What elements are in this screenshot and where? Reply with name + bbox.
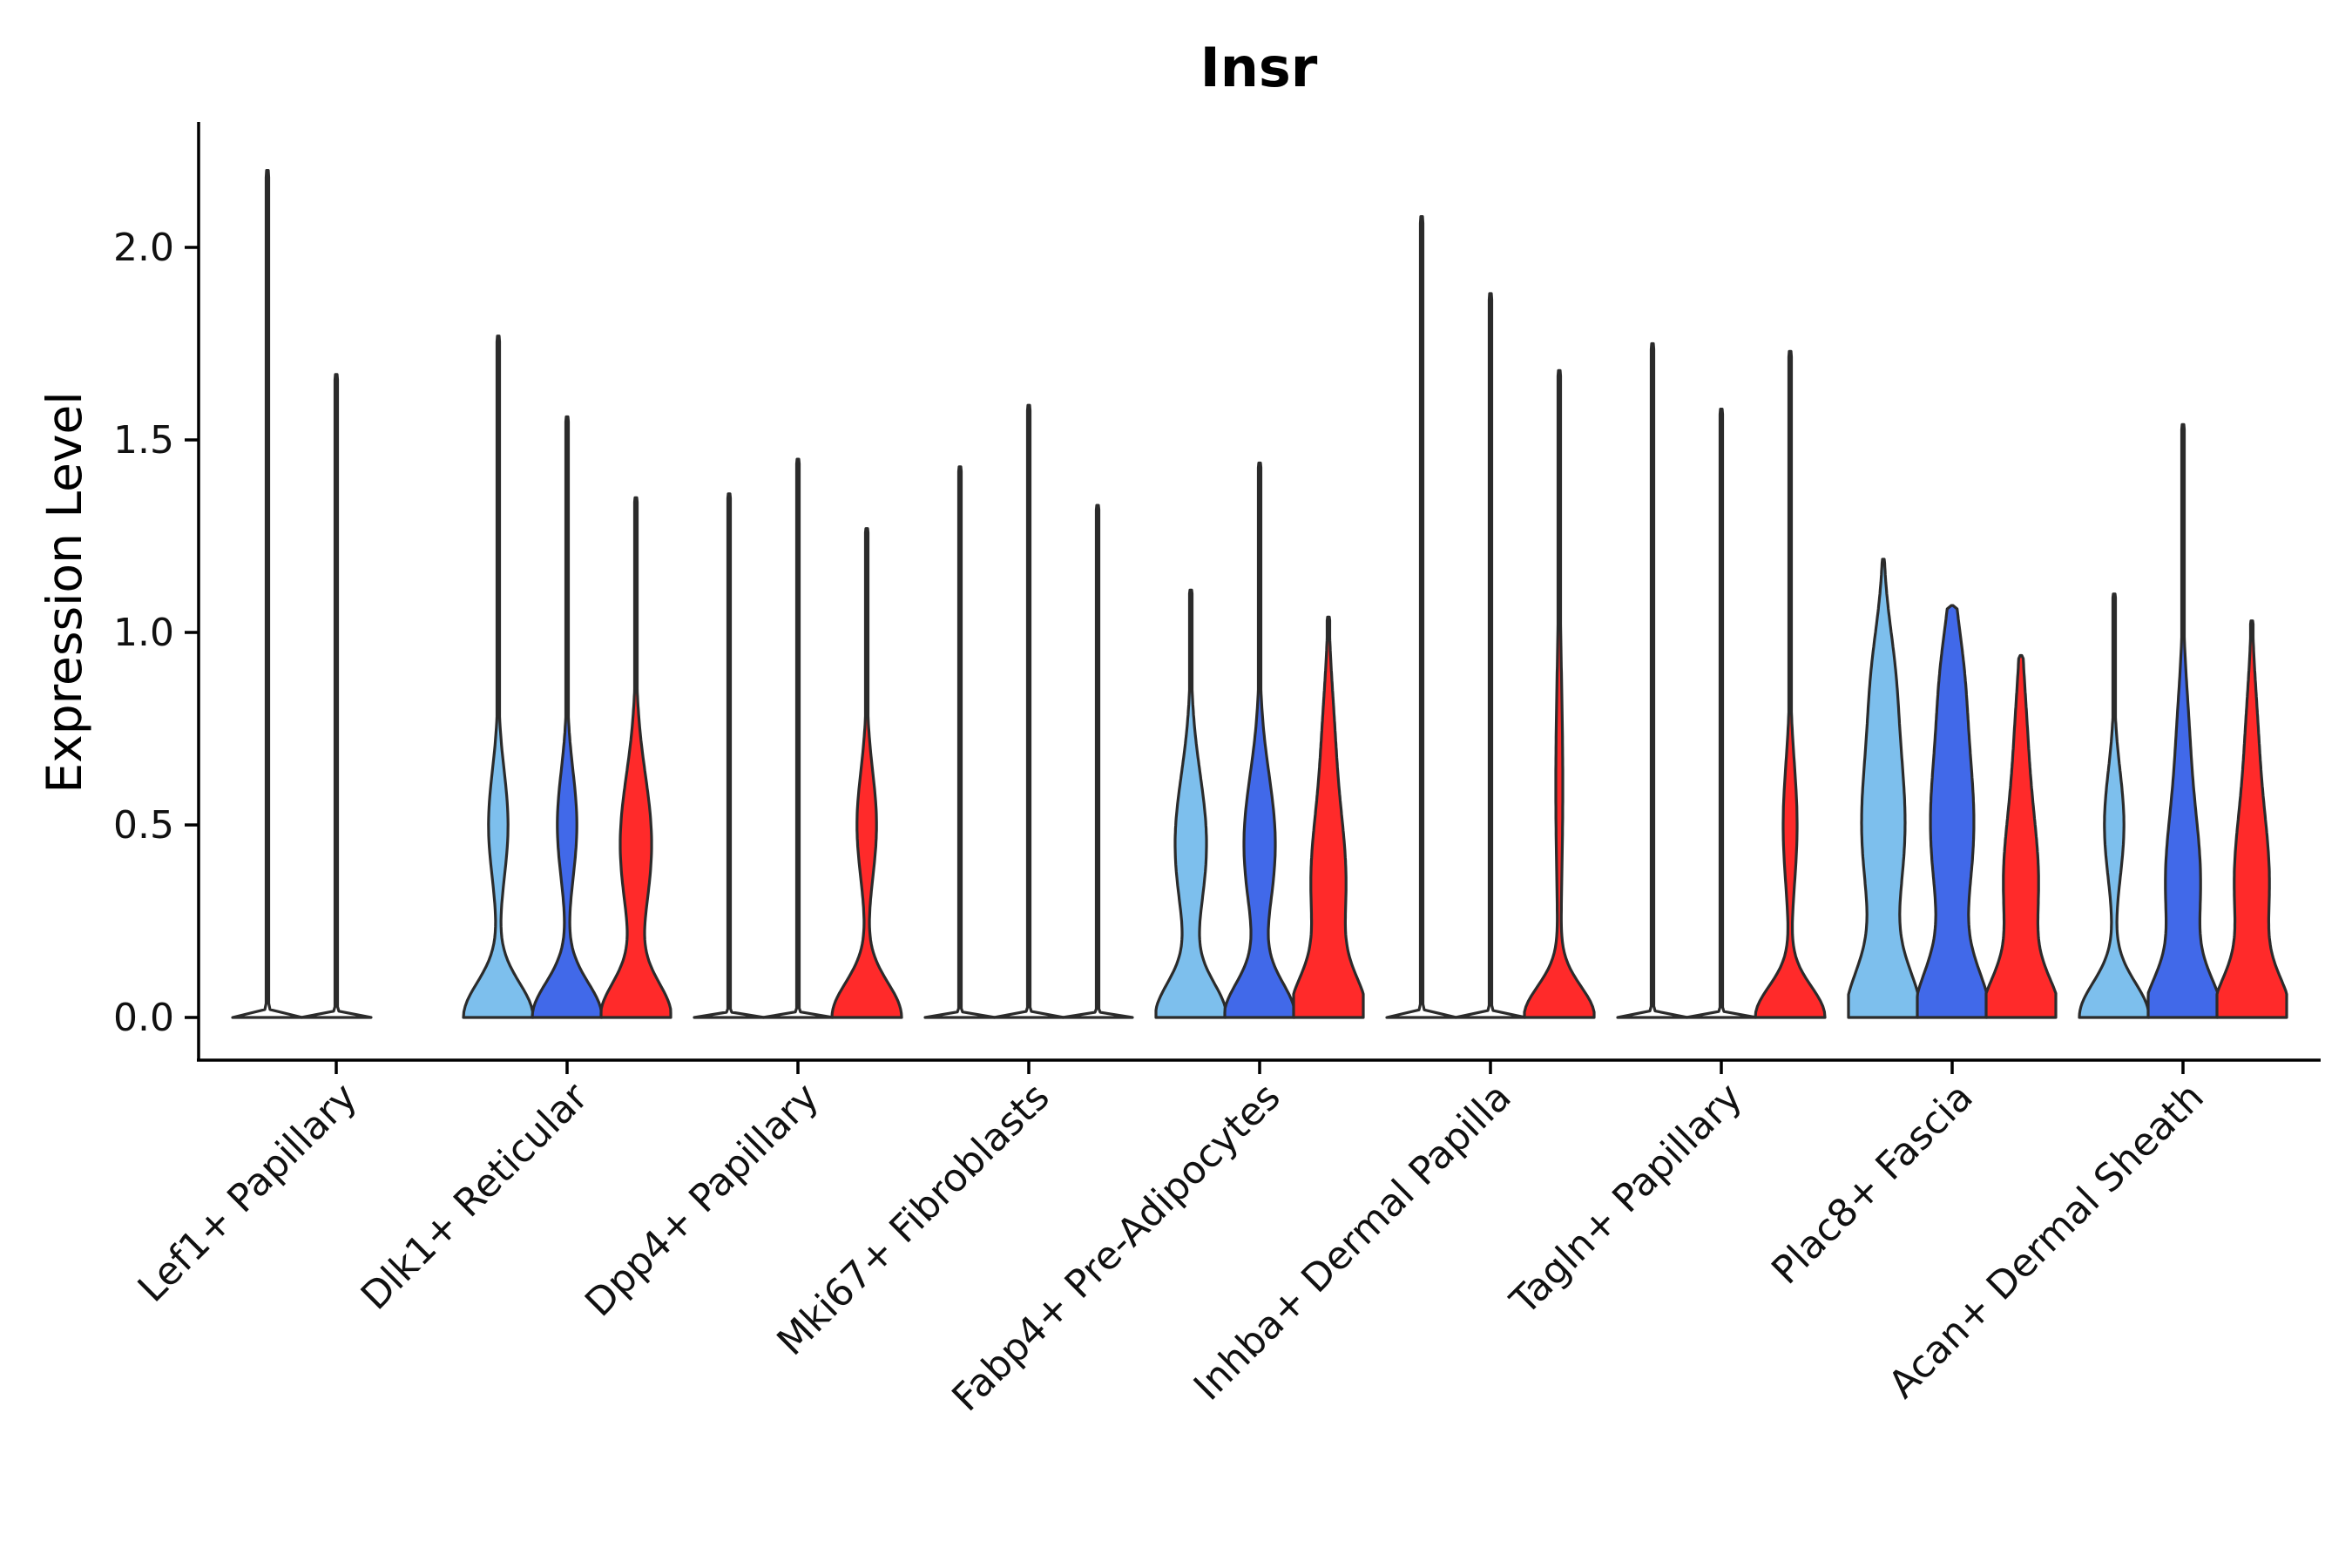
x-tick-label: Lef1+ Papillary [130, 1075, 366, 1311]
y-tick-label: 1.5 [113, 418, 174, 463]
violin-2-2 [830, 527, 903, 1019]
violin-6-1 [1685, 408, 1758, 1019]
violin-0-0 [231, 169, 304, 1019]
y-ticks-layer: 0.0 0.5 1.0 1.5 2.0 [113, 226, 199, 1040]
violin-5-0 [1385, 215, 1458, 1019]
violin-3-1 [992, 403, 1065, 1019]
violin-2-1 [761, 457, 835, 1019]
y-tick-label: 0.0 [113, 996, 174, 1040]
violin-7-2 [1984, 653, 2058, 1019]
violin-4-2 [1292, 615, 1365, 1019]
violin-7-1 [1916, 604, 1989, 1019]
violin-1-1 [531, 415, 604, 1019]
violin-4-1 [1223, 461, 1296, 1019]
violin-0-1 [300, 373, 373, 1019]
x-tick-label: Tagln+ Papillary [1502, 1075, 1751, 1324]
violin-8-2 [2215, 619, 2288, 1019]
violins-layer [231, 169, 2288, 1019]
violin-6-0 [1616, 341, 1689, 1019]
violin-3-2 [1061, 504, 1134, 1019]
violin-1-2 [599, 496, 672, 1019]
chart-title: Insr [1200, 36, 1318, 99]
violin-1-0 [462, 335, 535, 1019]
violin-2-0 [693, 492, 766, 1019]
y-tick-label: 0.5 [113, 803, 174, 848]
y-tick-label: 2.0 [113, 226, 174, 270]
x-tick-label: Plac8+ Fascia [1763, 1075, 1982, 1294]
x-tick-label: Dpp4+ Papillary [577, 1075, 828, 1326]
violin-5-2 [1523, 368, 1596, 1019]
violin-5-1 [1454, 292, 1527, 1019]
violin-4-0 [1154, 588, 1227, 1019]
y-axis-label: Expression Level [37, 391, 92, 793]
violin-3-0 [923, 465, 997, 1019]
violin-8-1 [2146, 422, 2220, 1019]
violin-6-2 [1754, 349, 1827, 1019]
violin-8-0 [2078, 592, 2151, 1019]
y-tick-label: 1.0 [113, 611, 174, 655]
violin-7-0 [1847, 558, 1920, 1019]
x-tick-label: Dlk1+ Reticular [353, 1074, 598, 1319]
